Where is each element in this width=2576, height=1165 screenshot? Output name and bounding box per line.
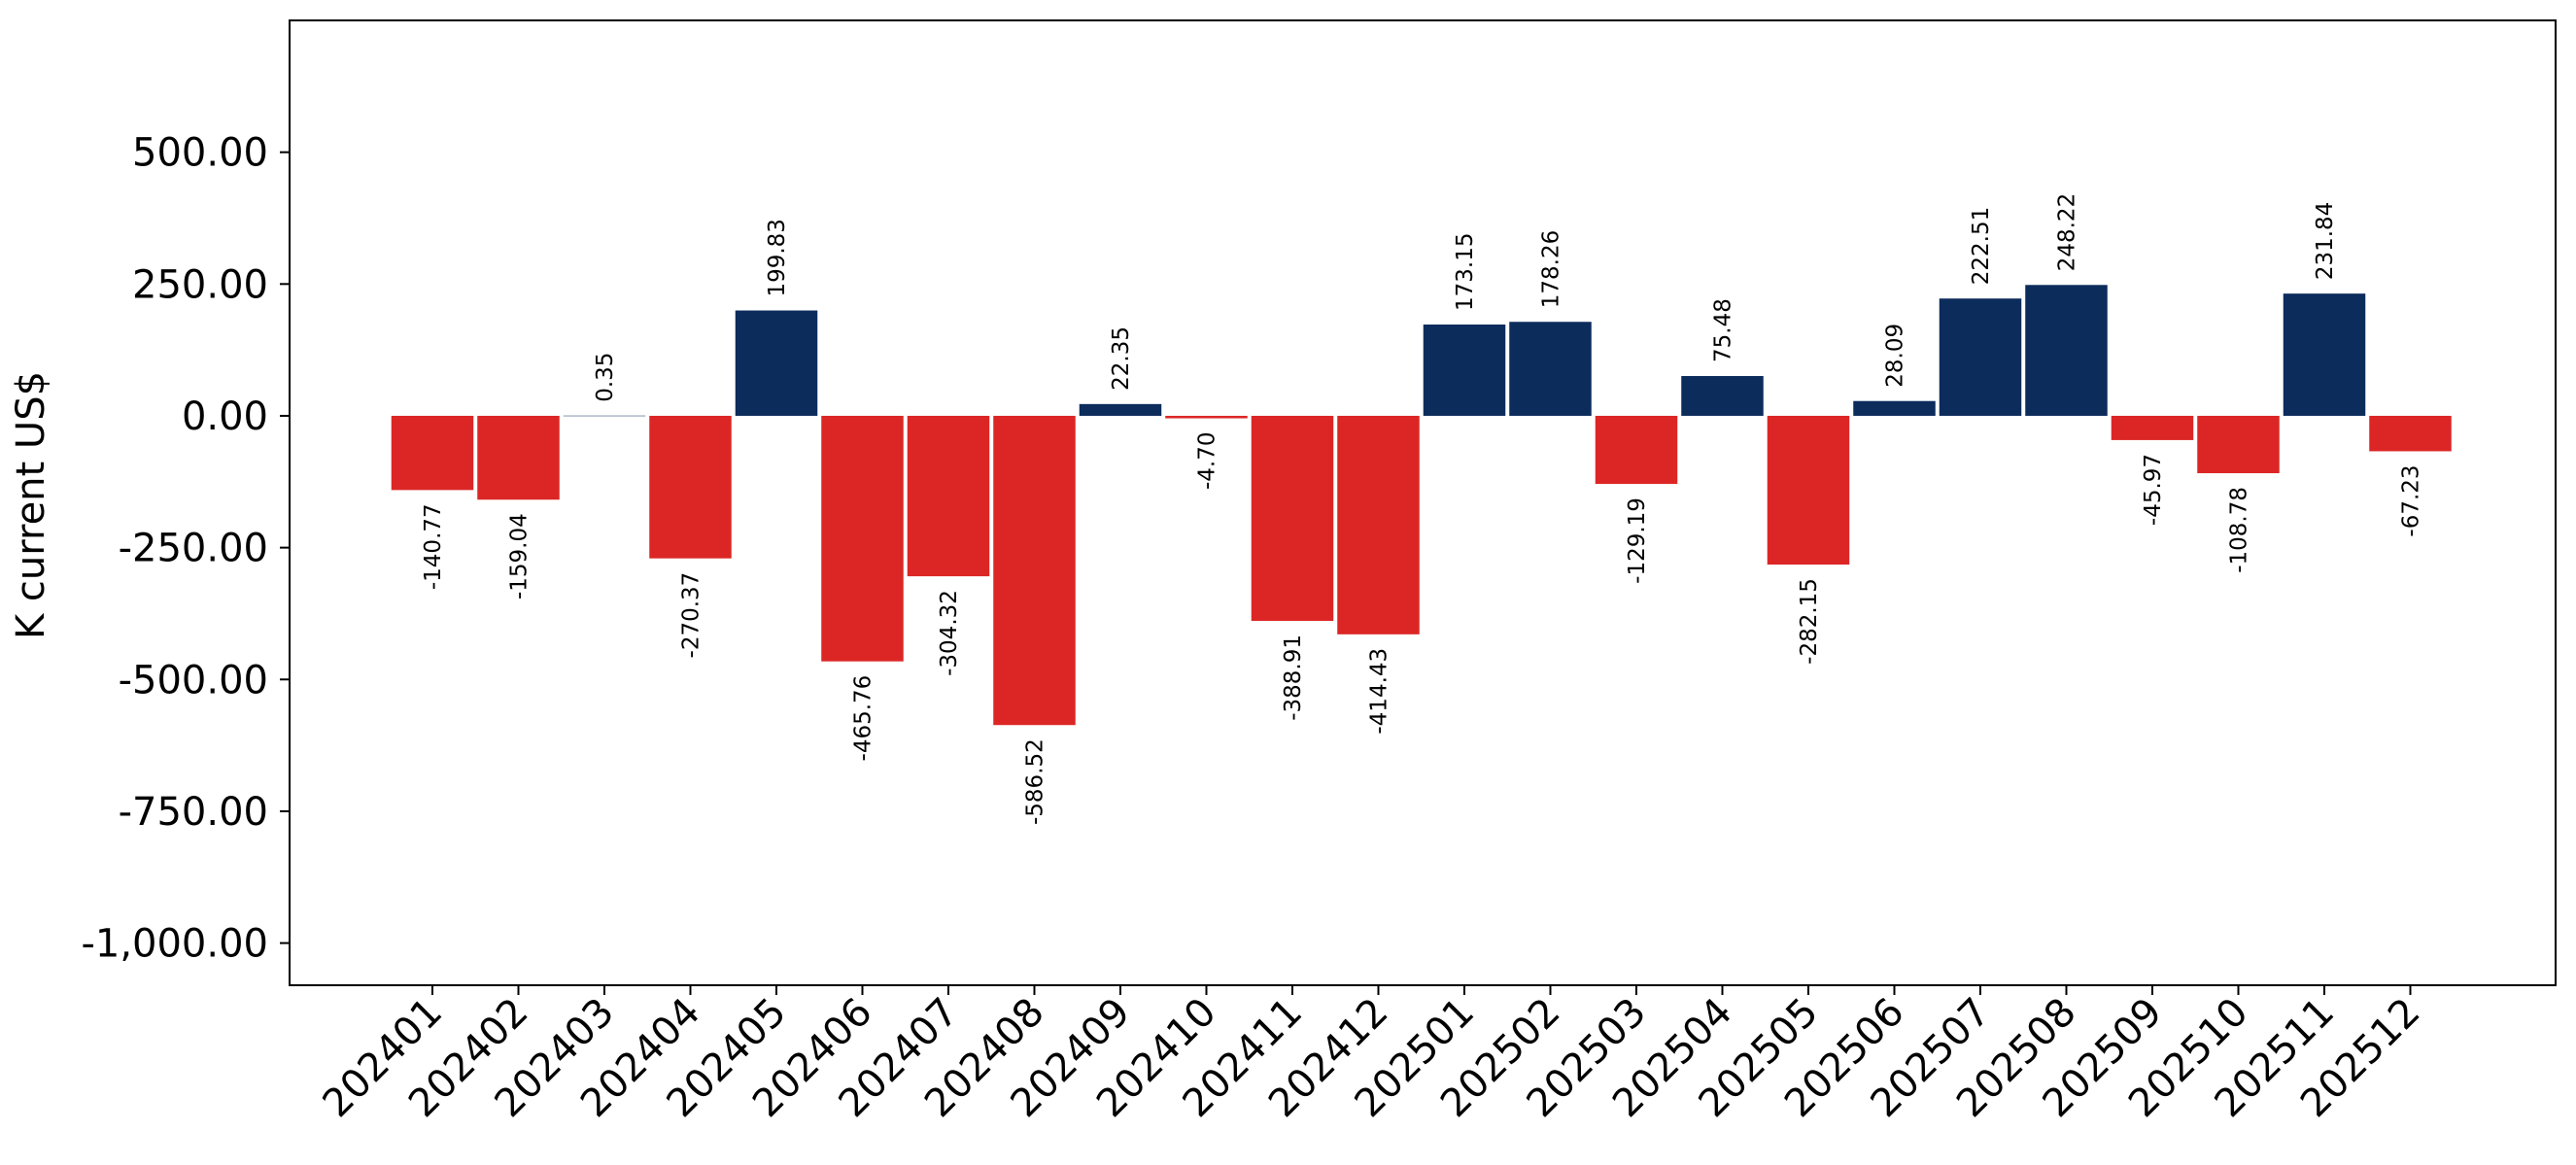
bar-value-label: -67.23 bbox=[2399, 464, 2424, 536]
y-tick-label: 500.00 bbox=[132, 131, 268, 176]
bar bbox=[735, 310, 818, 416]
bar-value-label: -4.70 bbox=[1195, 432, 1220, 491]
bar-value-label: 248.22 bbox=[2055, 193, 2080, 271]
bar bbox=[2283, 293, 2366, 416]
bar-value-label: -45.97 bbox=[2141, 454, 2166, 526]
bar-value-label: -414.43 bbox=[1367, 648, 1392, 735]
y-tick-label: 0.00 bbox=[182, 394, 268, 439]
bar-value-label: 222.51 bbox=[1969, 207, 1994, 285]
bar-value-label: 199.83 bbox=[765, 219, 790, 296]
bar-value-label: -586.52 bbox=[1023, 738, 1048, 825]
bar bbox=[1595, 415, 1678, 485]
bar bbox=[2025, 285, 2108, 416]
bar bbox=[1767, 415, 1850, 565]
bar bbox=[563, 415, 646, 417]
bar bbox=[1337, 415, 1420, 634]
bar-value-label: 173.15 bbox=[1453, 233, 1478, 311]
bar-value-label: -282.15 bbox=[1797, 578, 1822, 665]
bar bbox=[2369, 415, 2452, 452]
y-tick-label: 250.00 bbox=[132, 262, 268, 307]
bar-value-label: 75.48 bbox=[1711, 298, 1736, 362]
y-axis-label: K current US$ bbox=[9, 371, 53, 639]
bar bbox=[821, 415, 904, 662]
bar-value-label: -270.37 bbox=[679, 572, 704, 659]
y-tick-label: -750.00 bbox=[119, 790, 268, 835]
bar bbox=[391, 415, 474, 491]
bar bbox=[1165, 415, 1248, 419]
bar bbox=[1251, 415, 1334, 621]
bar bbox=[649, 415, 732, 559]
plot-area: 500.00 250.00 0.00 -250.00 -500.00 -750.00 -1,… bbox=[81, 131, 2452, 1126]
y-tick-label: -500.00 bbox=[119, 658, 268, 702]
bar bbox=[1509, 322, 1592, 416]
bar-value-label: -159.04 bbox=[507, 513, 532, 600]
bar-value-label: -465.76 bbox=[851, 675, 876, 762]
plot-frame bbox=[289, 19, 2557, 986]
bar-value-label: 178.26 bbox=[1539, 230, 1564, 308]
bar-value-label: -140.77 bbox=[421, 503, 446, 590]
bar bbox=[1939, 298, 2022, 416]
bar bbox=[1079, 403, 1162, 416]
y-tick-label: -250.00 bbox=[119, 527, 268, 571]
bar bbox=[993, 415, 1076, 726]
bar-value-label: -388.91 bbox=[1281, 634, 1306, 721]
bar bbox=[1681, 376, 1764, 416]
bar bbox=[2111, 415, 2194, 440]
bar-value-label: -129.19 bbox=[1625, 497, 1650, 584]
bar bbox=[1423, 325, 1506, 416]
bar-value-label: -304.32 bbox=[937, 590, 962, 676]
bar bbox=[907, 415, 990, 577]
bar-value-label: 0.35 bbox=[593, 353, 618, 402]
bar bbox=[1853, 400, 1936, 416]
bar bbox=[477, 415, 560, 500]
y-tick-label: -1,000.00 bbox=[81, 922, 268, 967]
bar-value-label: 231.84 bbox=[2313, 202, 2338, 280]
bar-value-label: 28.09 bbox=[1883, 324, 1908, 388]
bar-value-label: -108.78 bbox=[2227, 487, 2252, 573]
bar-value-label: 22.35 bbox=[1109, 326, 1134, 391]
bar bbox=[2197, 415, 2280, 473]
